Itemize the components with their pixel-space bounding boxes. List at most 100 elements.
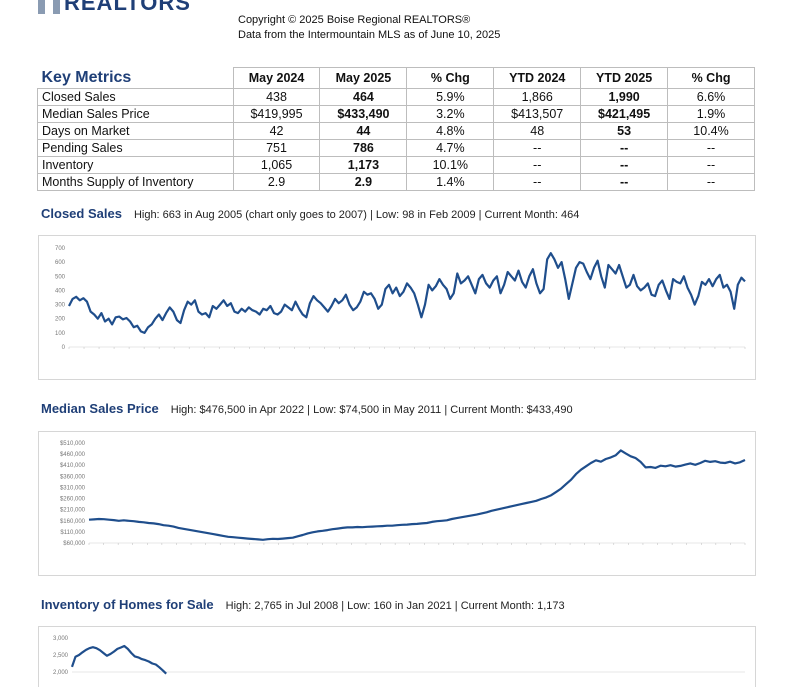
y-tick-label: 700 [55, 246, 66, 252]
key-metrics-title: Key Metrics [37, 67, 234, 89]
table-row: Inventory 1,065 1,173 10.1% -- -- -- [37, 156, 755, 174]
metric-label: Months Supply of Inventory [37, 173, 234, 191]
y-tick-label: $160,000 [60, 519, 86, 525]
y-tick-label: $510,000 [60, 441, 86, 447]
median-price-chart: $510,000 $460,000 $410,000 $360,000 $310,000… [38, 431, 756, 576]
column-header: % Chg [406, 67, 495, 89]
metric-value: 786 [319, 139, 408, 157]
closed-sales-heading: Closed Sales High: 663 in Aug 2005 (char… [41, 206, 579, 221]
y-tick-label: 200 [55, 317, 66, 323]
metric-value: 48 [493, 122, 582, 140]
y-tick-label: 500 [55, 274, 66, 280]
y-tick-label: 2,500 [53, 653, 69, 659]
metric-value: $419,995 [232, 105, 321, 123]
metric-value: 4.7% [406, 139, 495, 157]
section-subtitle: High: 663 in Aug 2005 (chart only goes t… [133, 209, 580, 221]
metric-value: 44 [319, 122, 408, 140]
metric-value: 6.6% [667, 88, 755, 106]
metric-value: 5.9% [406, 88, 495, 106]
metric-value: 10.1% [406, 156, 495, 174]
metric-value: 1,990 [580, 88, 669, 106]
metric-value: $421,495 [580, 105, 669, 123]
metric-value: 4.8% [406, 122, 495, 140]
metric-value: 1.9% [667, 105, 755, 123]
metric-value: -- [580, 156, 669, 174]
y-tick-label: 600 [55, 260, 66, 266]
metric-value: $433,490 [319, 105, 408, 123]
table-row: Closed Sales 438 464 5.9% 1,866 1,990 6.6% [37, 88, 755, 106]
median-price-svg: $510,000 $460,000 $410,000 $360,000 $310,000… [60, 441, 746, 547]
metric-value: 2.9 [319, 173, 408, 191]
metric-value: -- [667, 173, 755, 191]
metric-value: 438 [232, 88, 321, 106]
metric-value: 751 [232, 139, 321, 157]
median-price-heading: Median Sales Price High: $476,500 in Apr… [41, 401, 573, 416]
source-line: Data from the Intermountain MLS as of Ju… [238, 29, 501, 41]
column-header: May 2024 [232, 67, 321, 89]
y-tick-label: $360,000 [60, 474, 86, 480]
section-title: Median Sales Price [41, 401, 159, 416]
table-row: Months Supply of Inventory 2.9 2.9 1.4% -- --… [37, 173, 755, 191]
metric-value: -- [667, 139, 755, 157]
metric-value: 1,866 [493, 88, 582, 106]
inventory-svg: 3,000 2,500 2,000 [53, 636, 745, 676]
series-line [68, 252, 746, 334]
column-header: YTD 2025 [580, 67, 669, 89]
metric-value: -- [580, 139, 669, 157]
y-tick-label: $310,000 [60, 485, 86, 491]
metric-value: 53 [580, 122, 669, 140]
metric-value: 3.2% [406, 105, 495, 123]
metric-value: 1.4% [406, 173, 495, 191]
table-row: Median Sales Price $419,995 $433,490 3.2% $4… [37, 105, 755, 123]
logo-text: REALTORS [64, 0, 191, 15]
metric-label: Inventory [37, 156, 234, 174]
inventory-chart: 3,000 2,500 2,000 [38, 626, 756, 687]
metric-value: -- [493, 156, 582, 174]
copyright-line: Copyright © 2025 Boise Regional REALTORS… [238, 14, 471, 26]
metric-value: -- [493, 173, 582, 191]
copyright-block: Copyright © 2025 Boise Regional REALTORS… [238, 13, 500, 43]
y-tick-label: 300 [55, 303, 66, 309]
y-tick-label: 0 [62, 345, 66, 351]
y-tick-label: $260,000 [60, 497, 86, 503]
metric-value: $413,507 [493, 105, 582, 123]
metric-value: 10.4% [667, 122, 755, 140]
y-tick-label: $460,000 [60, 452, 86, 458]
closed-sales-chart: 700 600 500 400 300 200 100 0 [38, 235, 756, 380]
key-metrics-table: Key Metrics May 2024 May 2025 % Chg YTD … [37, 67, 755, 191]
metric-value: -- [667, 156, 755, 174]
metric-label: Pending Sales [37, 139, 234, 157]
metric-value: 1,065 [232, 156, 321, 174]
realtors-logo: REALTORS [38, 0, 191, 14]
metric-value: 42 [232, 122, 321, 140]
section-subtitle: High: 2,765 in Jul 2008 | Low: 160 in Ja… [225, 600, 565, 612]
column-header: YTD 2024 [493, 67, 582, 89]
metric-value: 1,173 [319, 156, 408, 174]
metric-value: 464 [319, 88, 408, 106]
y-tick-label: $410,000 [60, 463, 86, 469]
inventory-heading: Inventory of Homes for Sale High: 2,765 … [41, 597, 565, 612]
section-subtitle: High: $476,500 in Apr 2022 | Low: $74,50… [170, 404, 573, 416]
y-tick-label: $110,000 [60, 530, 85, 536]
metric-value: -- [493, 139, 582, 157]
y-tick-label: 2,000 [53, 670, 69, 676]
table-row: Pending Sales 751 786 4.7% -- -- -- [37, 139, 755, 157]
closed-sales-svg: 700 600 500 400 300 200 100 0 [55, 246, 746, 351]
metric-label: Median Sales Price [37, 105, 234, 123]
metric-value: -- [580, 173, 669, 191]
y-tick-label: $210,000 [60, 508, 86, 514]
y-tick-label: 400 [55, 288, 66, 294]
metric-value: 2.9 [232, 173, 321, 191]
column-header: % Chg [667, 67, 755, 89]
table-row: Days on Market 42 44 4.8% 48 53 10.4% [37, 122, 755, 140]
series-line [70, 644, 167, 675]
series-line [88, 449, 746, 541]
section-title: Closed Sales [41, 206, 122, 221]
y-tick-label: 3,000 [53, 636, 69, 642]
metric-label: Days on Market [37, 122, 234, 140]
column-header: May 2025 [319, 67, 408, 89]
metric-label: Closed Sales [37, 88, 234, 106]
table-header-row: Key Metrics May 2024 May 2025 % Chg YTD … [37, 67, 755, 89]
y-tick-label: 100 [55, 331, 66, 337]
logo-mark-icon [38, 0, 60, 14]
